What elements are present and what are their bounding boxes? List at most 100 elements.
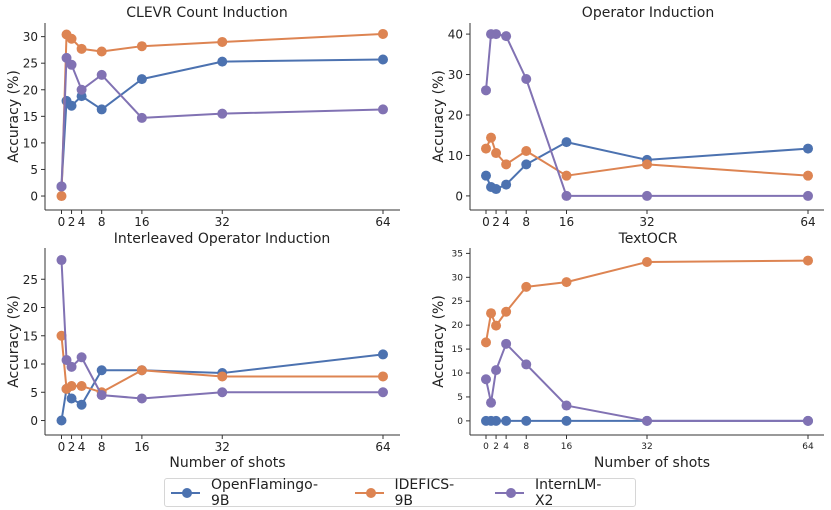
data-point-internlm-x2 xyxy=(481,374,491,385)
data-point-idefics-9b xyxy=(491,320,502,331)
x-tick-label: 4 xyxy=(503,442,509,452)
x-tick-label: 32 xyxy=(639,215,654,229)
data-point-idefics-9b xyxy=(76,43,87,54)
data-point-idefics-9b xyxy=(561,170,572,181)
legend: OpenFlamingo-9B IDEFICS-9B InternLM-X2 xyxy=(164,476,636,509)
y-tick-label: 20 xyxy=(23,301,38,315)
y-tick-label: 40 xyxy=(448,28,463,42)
series-line-idefics-9b xyxy=(485,259,809,343)
data-point-internlm-x2 xyxy=(803,190,813,201)
data-point-idefics-9b xyxy=(561,277,572,288)
x-tick-label: 4 xyxy=(502,215,510,229)
y-tick-label: 0 xyxy=(455,189,463,203)
x-tick-label: 16 xyxy=(134,440,149,454)
data-point-internlm-x2 xyxy=(561,190,572,201)
data-point-openflamingo-9b xyxy=(96,365,107,376)
chart-panel-2: Operator Induction Accuracy (%) 0 10 20 30 40 0… xyxy=(431,5,824,229)
data-point-internlm-x2 xyxy=(217,387,228,398)
y-tick-label: 15 xyxy=(23,110,38,124)
data-point-openflamingo-9b xyxy=(521,159,532,170)
x-tick-label: 4 xyxy=(78,215,86,229)
y-axis-label: Accuracy (%) xyxy=(431,70,447,163)
x-tick-label: 64 xyxy=(375,215,390,229)
y-tick-label: 20 xyxy=(23,83,38,97)
x-tick-label: 8 xyxy=(98,215,106,229)
data-point-internlm-x2 xyxy=(521,359,532,370)
data-point-internlm-x2 xyxy=(481,85,491,96)
y-axis-label: Accuracy (%) xyxy=(6,295,22,388)
y-tick-label: 0 xyxy=(30,190,38,204)
data-point-idefics-9b xyxy=(521,146,532,157)
y-tick-label: 30 xyxy=(452,273,464,283)
data-point-idefics-9b xyxy=(56,191,67,202)
y-axis-label: Accuracy (%) xyxy=(6,70,22,163)
data-point-idefics-9b xyxy=(486,308,497,319)
data-point-openflamingo-9b xyxy=(136,74,147,85)
data-point-internlm-x2 xyxy=(378,104,388,115)
x-tick-label: 0 xyxy=(483,442,489,452)
x-tick-label: 64 xyxy=(375,440,390,454)
data-point-idefics-9b xyxy=(136,41,147,52)
data-point-idefics-9b xyxy=(642,159,652,170)
x-tick-label: 2 xyxy=(493,442,499,452)
x-tick-label: 32 xyxy=(641,442,652,452)
data-point-idefics-9b xyxy=(378,371,388,382)
data-point-openflamingo-9b xyxy=(96,104,107,115)
data-point-internlm-x2 xyxy=(491,29,502,40)
y-tick-label: 15 xyxy=(23,329,38,343)
data-point-openflamingo-9b xyxy=(66,393,77,404)
data-point-idefics-9b xyxy=(56,330,67,341)
data-point-idefics-9b xyxy=(491,148,502,159)
data-point-internlm-x2 xyxy=(803,415,813,426)
data-point-openflamingo-9b xyxy=(561,137,572,148)
data-point-idefics-9b xyxy=(803,170,813,181)
data-point-internlm-x2 xyxy=(521,73,532,84)
y-tick-label: 25 xyxy=(23,273,38,287)
data-point-idefics-9b xyxy=(66,381,77,392)
y-tick-label: 25 xyxy=(452,297,463,307)
x-tick-label: 32 xyxy=(215,215,230,229)
x-tick-label: 8 xyxy=(98,440,106,454)
series-line-openflamingo-9b xyxy=(60,58,384,187)
y-tick-label: 10 xyxy=(23,136,38,150)
data-point-openflamingo-9b xyxy=(76,399,87,410)
y-tick-label: 20 xyxy=(448,109,463,123)
data-point-internlm-x2 xyxy=(642,190,652,201)
data-point-idefics-9b xyxy=(642,257,652,268)
y-tick-label: 10 xyxy=(448,149,463,163)
x-tick-label: 2 xyxy=(68,440,76,454)
data-point-internlm-x2 xyxy=(96,390,107,401)
x-tick-label: 16 xyxy=(561,442,573,452)
data-point-idefics-9b xyxy=(378,28,388,39)
data-point-openflamingo-9b xyxy=(378,54,388,65)
x-tick-label: 0 xyxy=(58,215,66,229)
data-point-internlm-x2 xyxy=(66,59,77,70)
legend-label: InternLM-X2 xyxy=(534,476,602,509)
data-point-openflamingo-9b xyxy=(378,349,388,360)
data-point-internlm-x2 xyxy=(96,69,107,80)
data-point-idefics-9b xyxy=(217,371,228,382)
x-tick-label: 64 xyxy=(800,215,815,229)
x-tick-label: 0 xyxy=(58,440,66,454)
y-axis-label: Accuracy (%) xyxy=(431,295,447,388)
x-tick-label: 2 xyxy=(492,215,500,229)
data-point-internlm-x2 xyxy=(642,415,652,426)
legend-marker-icon xyxy=(354,487,384,499)
legend-marker-icon xyxy=(495,487,524,499)
data-point-openflamingo-9b xyxy=(56,415,67,426)
x-tick-label: 32 xyxy=(215,440,230,454)
y-tick-label: 30 xyxy=(23,30,38,44)
y-tick-label: 25 xyxy=(23,57,38,71)
y-tick-label: 0 xyxy=(457,417,463,427)
data-point-internlm-x2 xyxy=(56,181,67,192)
chart-title: Operator Induction xyxy=(582,5,714,21)
data-point-openflamingo-9b xyxy=(217,56,228,67)
x-tick-label: 4 xyxy=(78,440,86,454)
chart-title: CLEVR Count Induction xyxy=(126,5,287,21)
chart-panel-3: Interleaved Operator Induction Accuracy (… xyxy=(6,231,400,471)
data-point-idefics-9b xyxy=(96,46,107,57)
data-point-internlm-x2 xyxy=(66,361,77,372)
y-tick-label: 20 xyxy=(452,321,464,331)
x-axis-label: Number of shots xyxy=(594,455,710,471)
